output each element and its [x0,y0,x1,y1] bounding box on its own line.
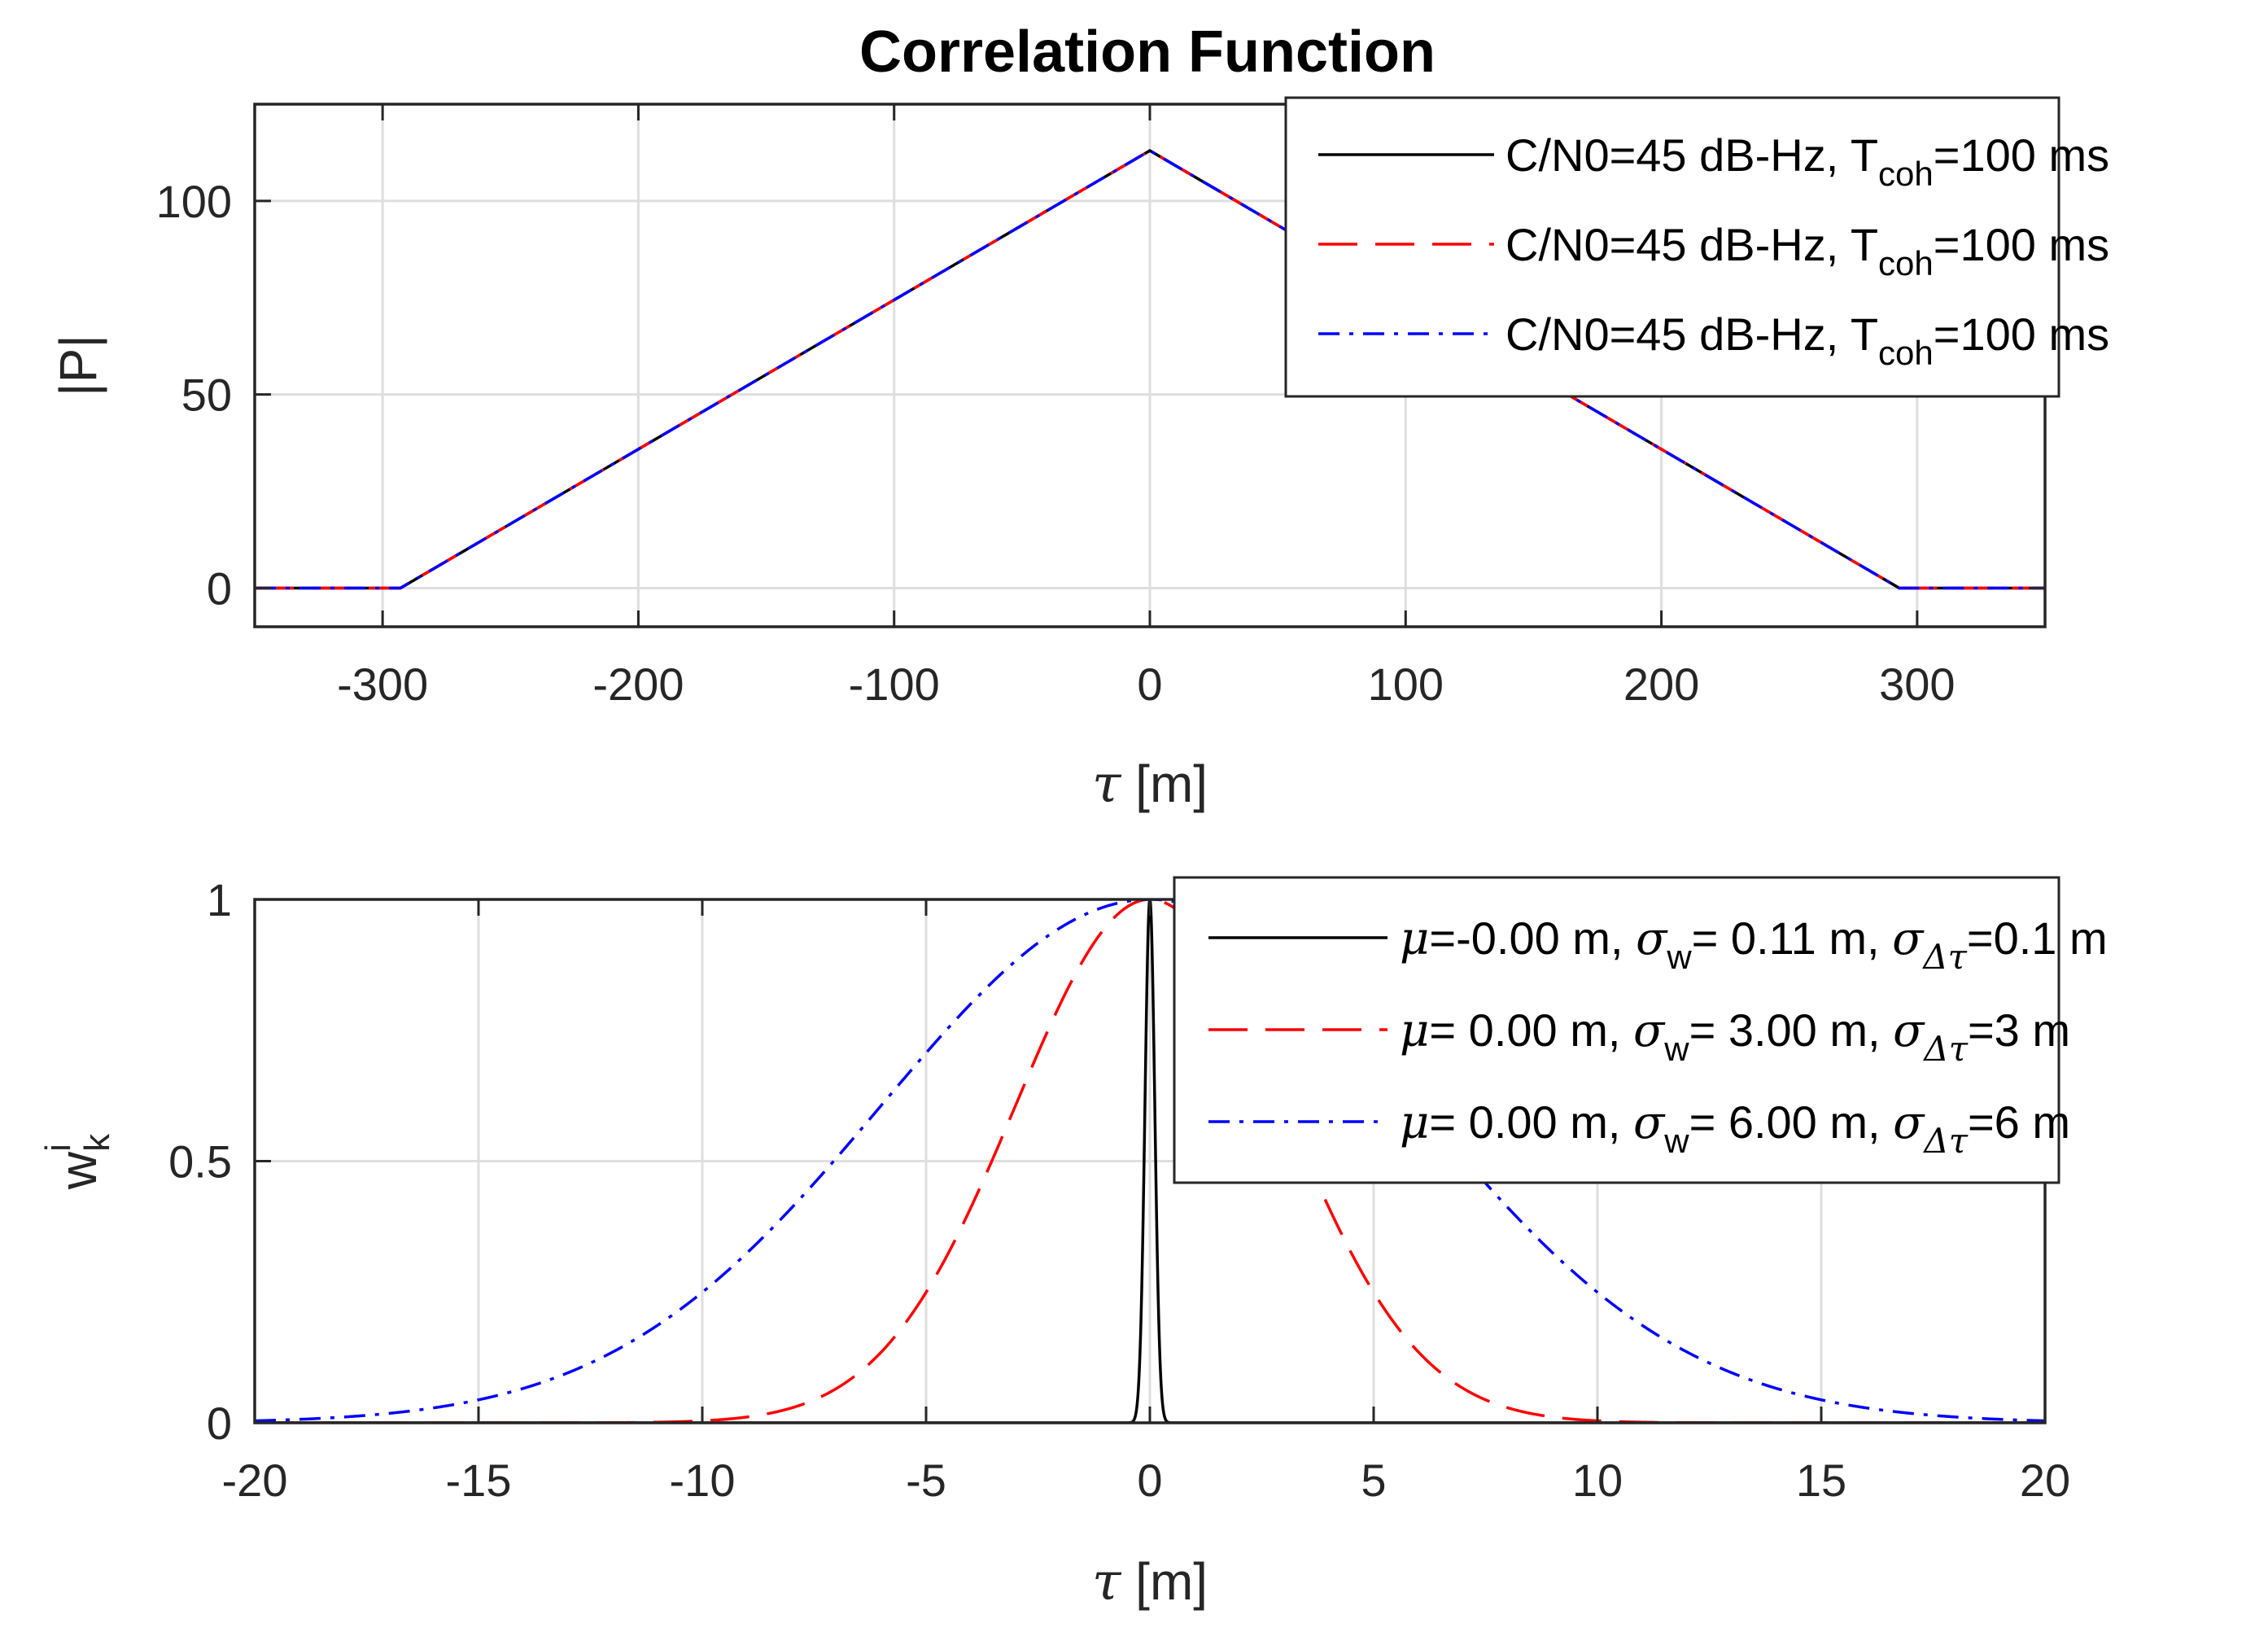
x-tick-label: 5 [1361,1455,1386,1506]
x-tick-label: 0 [1137,658,1162,710]
legend: C/N0=45 dB-Hz, Tcoh=100 ms C/N0=45 dB-Hz,… [1284,96,2109,398]
legend-entry-2: μ= 0.00 m, σw= 3.00 m, σΔτ=3 m [1400,1004,2070,1069]
y-tick-label: 1 [207,874,232,925]
series-line-3 [255,149,2045,590]
y-tick-label: 50 [181,370,232,421]
legend-entry-3: μ= 0.00 m, σw= 6.00 m, σΔτ=6 m [1400,1096,2070,1161]
x-tick-label: -20 [222,1455,288,1506]
legend: μ=-0.00 m, σw= 0.11 m, σΔτ=0.1 m μ= 0.00 … [1173,876,2108,1184]
y-tick-label: 0 [207,562,232,614]
x-tick-label: 20 [2020,1455,2070,1506]
x-tick-label: -10 [670,1455,736,1506]
y-tick-label: 0.5 [168,1136,232,1188]
y-tick-label: 0 [207,1398,232,1449]
series-group [255,149,2045,590]
x-tick-label: 10 [1572,1455,1623,1506]
legend-box [1284,96,2060,398]
x-axis-label: τ [m] [1092,755,1208,815]
weight-plot: -20 -15 -10 -5 0 5 10 15 20 0 0.5 1 τ [m] wki μ=-0.00 … [38,874,2108,1612]
legend-entry-1: C/N0=45 dB-Hz, Tcoh=100 ms [1505,129,2109,193]
figure-title: Correlation Function [859,20,1436,85]
legend-entry-3: C/N0=45 dB-Hz, Tcoh=100 ms [1505,308,2109,372]
x-tick-label: -5 [906,1455,946,1506]
series-line-3 [255,899,2045,1423]
y-axis-label: |P| [49,335,107,396]
legend-entry-1: μ=-0.00 m, σw= 0.11 m, σΔτ=0.1 m [1400,912,2108,977]
x-tick-label: 200 [1623,658,1699,710]
y-axis-label: wki [38,1133,117,1190]
x-tick-label: 100 [1368,658,1444,710]
x-tick-label: 300 [1879,658,1955,710]
legend-entry-2: C/N0=45 dB-Hz, Tcoh=100 ms [1505,219,2109,282]
x-tick-label: -15 [446,1455,512,1506]
y-tick-label: 100 [156,176,232,227]
x-tick-label: -200 [592,658,684,710]
x-tick-label: -300 [337,658,428,710]
correlation-plot: -300 -200 -100 0 100 200 300 0 50 100 τ [m] |P| C/N0… [49,96,2109,815]
x-tick-label: -100 [849,658,940,710]
x-tick-label: 0 [1137,1455,1162,1506]
x-tick-label: 15 [1796,1455,1846,1506]
x-axis-label: τ [m] [1092,1552,1208,1612]
legend-box [1173,876,2060,1184]
